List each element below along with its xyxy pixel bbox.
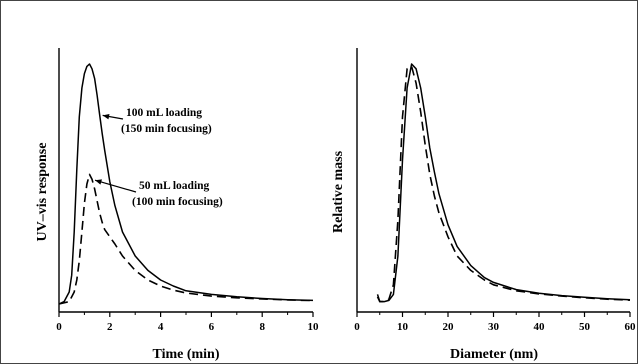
annotation-arrowhead bbox=[95, 179, 102, 185]
uv-vis-axes: 0 2 4 6 8 10 bbox=[56, 48, 319, 333]
relative-mass-y-axis-label: Relative mass bbox=[331, 150, 346, 233]
uv-vis-x-tick-label: 10 bbox=[308, 321, 320, 333]
relative-mass-x-tick-label: 50 bbox=[579, 321, 591, 333]
relative-mass-x-tick-label: 30 bbox=[488, 321, 500, 333]
uv-vis-series-solid-line bbox=[58, 63, 314, 305]
annotation-100ml-line1: 100 mL loading bbox=[126, 107, 202, 119]
relative-mass-x-axis-label: Diameter (nm) bbox=[450, 347, 538, 362]
relative-mass-x-tick-label: 20 bbox=[443, 321, 455, 333]
uv-vis-x-tick-label: 2 bbox=[107, 321, 113, 333]
uv-vis-y-axis-label: UV–vis response bbox=[35, 143, 50, 242]
relative-mass-axes: 0 10 20 30 40 50 60 bbox=[354, 48, 636, 333]
relative-mass-x-tick-label: 0 bbox=[354, 321, 360, 333]
relative-mass-panel: 0 10 20 30 40 50 60 Diameter (nm) Relative mas… bbox=[331, 48, 636, 362]
uv-vis-annotations: 100 mL loading (150 min focusing) 50 mL … bbox=[94, 107, 223, 208]
annotation-arrow bbox=[94, 179, 137, 193]
uv-vis-x-axis-label: Time (min) bbox=[152, 347, 219, 362]
annotation-50ml-line2: (100 min focusing) bbox=[132, 196, 223, 208]
annotation-50ml-line1: 50 mL loading bbox=[139, 180, 210, 192]
uv-vis-x-tick-label: 0 bbox=[56, 321, 62, 333]
relative-mass-x-tick-label: 40 bbox=[534, 321, 546, 333]
annotation-arrowhead bbox=[102, 113, 110, 120]
uv-vis-x-tick-label: 4 bbox=[158, 321, 164, 333]
uv-vis-x-tick-label: 6 bbox=[209, 321, 215, 333]
uv-vis-x-tick-label: 8 bbox=[259, 321, 265, 333]
relative-mass-x-tick-label: 10 bbox=[397, 321, 409, 333]
relative-mass-series-dashed-line bbox=[376, 65, 631, 303]
relative-mass-curves bbox=[376, 63, 631, 303]
uv-vis-panel: 100 mL loading (150 min focusing) 50 mL … bbox=[35, 48, 319, 362]
relative-mass-x-tick-label: 60 bbox=[625, 321, 637, 333]
uv-vis-curves bbox=[58, 63, 314, 305]
annotation-100ml-line2: (150 min focusing) bbox=[121, 123, 212, 135]
